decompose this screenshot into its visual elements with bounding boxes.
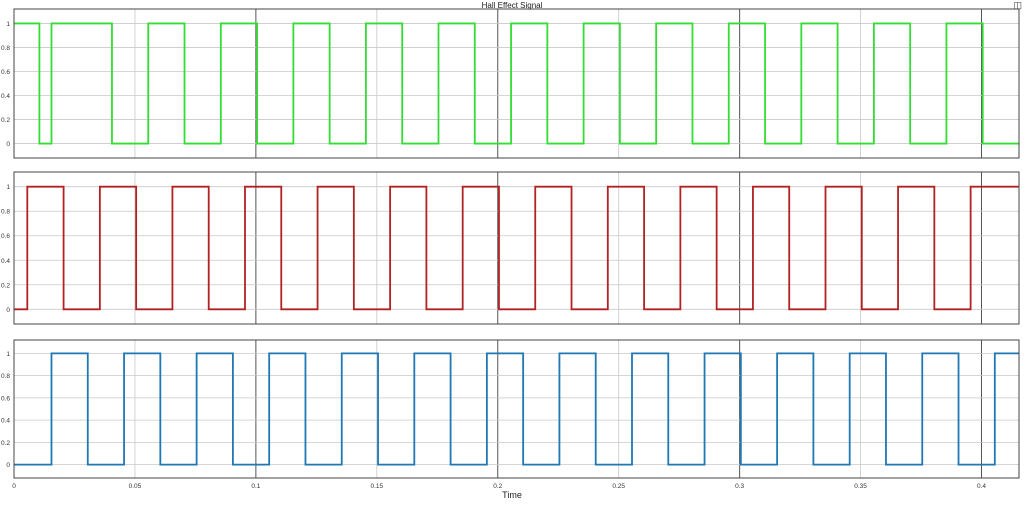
y-tick-label: 1 [6,21,10,28]
dock-icon[interactable]: ◫ [1013,0,1022,10]
y-tick-label: 0.4 [1,93,10,100]
y-tick-label: 0.6 [1,69,10,76]
y-tick-label: 0.6 [1,233,10,240]
x-tick-label: 0.4 [977,483,986,490]
x-tick-label: 0.2 [493,483,502,490]
signal-line-1 [14,22,1019,145]
signal-line-3 [14,352,1019,466]
axes-1-border [13,8,1020,159]
x-tick-label: 0.15 [370,483,383,490]
x-tick-label: 0 [12,483,16,490]
y-tick-label: 0 [6,307,10,314]
y-tick-label: 0.2 [1,282,10,289]
y-tick-label: 0 [6,141,10,148]
signal-line-2 [14,185,1019,311]
axes-3-border [13,339,1020,479]
y-tick-label: 0.2 [1,440,10,447]
y-tick-label: 1 [6,184,10,191]
axes-3-background [14,340,1019,478]
x-tick-label: 0.25 [612,483,625,490]
x-tick-label: 0.05 [129,483,142,490]
x-tick-label: 0.35 [854,483,867,490]
y-tick-label: 0.4 [1,258,10,265]
y-tick-label: 0.4 [1,418,10,425]
y-tick-label: 0.8 [1,209,10,216]
axes-1-background [14,9,1019,158]
x-tick-label: 0.1 [251,483,260,490]
axes-2-border [13,171,1020,325]
y-tick-label: 0 [6,462,10,469]
x-axis-label: Time [502,490,522,500]
y-tick-label: 0.2 [1,117,10,124]
y-tick-label: 0.6 [1,395,10,402]
x-tick-label: 0.3 [735,483,744,490]
y-tick-label: 0.8 [1,45,10,52]
y-tick-label: 1 [6,351,10,358]
y-tick-label: 0.8 [1,373,10,380]
chart-title: Hall Effect Signal [481,1,543,10]
axes-2-background [14,172,1019,324]
